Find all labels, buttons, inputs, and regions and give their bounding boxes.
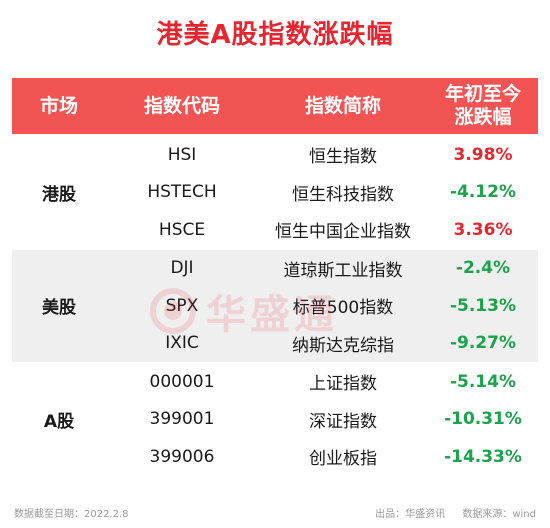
index-code: DJI	[170, 258, 194, 279]
market-label: 美股	[42, 298, 76, 319]
page-title: 港美A股指数涨跌幅	[156, 20, 394, 50]
header-change: 年初至今 涨跌幅	[428, 78, 538, 134]
header-change-line2: 涨跌幅	[454, 106, 512, 128]
header-market: 市场	[39, 94, 78, 117]
market-group-us: 美股 DJI 道琼斯工业指数 -2.4% SPX 标普500指数 -5.13% …	[12, 249, 538, 363]
data-date: 数据截至日期：2022.2.8	[14, 508, 129, 520]
market-label: A股	[43, 411, 75, 432]
table-row: HSI 恒生指数 3.98%	[106, 136, 538, 174]
data-source: 数据来源：wind	[462, 508, 536, 520]
index-name: 道琼斯工业指数	[283, 260, 403, 281]
index-name: 标普500指数	[292, 298, 394, 319]
index-change: -10.31%	[444, 409, 522, 430]
table-row: 399006 创业板指 -14.33%	[106, 438, 538, 476]
index-name: 恒生中国企业指数	[275, 222, 411, 243]
index-change: -9.27%	[449, 333, 517, 354]
header-change-line1: 年初至今	[444, 83, 521, 105]
table-row: 000001 上证指数 -5.14%	[106, 363, 538, 401]
index-change: 3.36%	[453, 219, 513, 240]
index-name: 纳斯达克综指	[292, 335, 394, 356]
index-change: -5.14%	[449, 371, 517, 392]
market-group-hk: 港股 HSI 恒生指数 3.98% HSTECH 恒生科技指数 -4.12% H…	[12, 136, 538, 249]
index-name: 恒生科技指数	[292, 184, 394, 205]
index-name: 上证指数	[309, 374, 377, 395]
index-code: SPX	[165, 295, 199, 316]
index-change: -2.4%	[455, 258, 511, 279]
index-code: HSCE	[158, 219, 206, 240]
header-code: 指数代码	[143, 94, 220, 117]
publisher: 出品：华盛资讯	[375, 508, 446, 520]
header-name: 指数简称	[304, 94, 381, 117]
index-code: IXIC	[165, 333, 199, 354]
market-label: 港股	[42, 184, 76, 205]
table-row: SPX 标普500指数 -5.13%	[106, 287, 538, 325]
table-row: HSCE 恒生中国企业指数 3.36%	[106, 211, 538, 249]
index-table: 市场 指数代码 指数简称 年初至今 涨跌幅 港股 HSI 恒生指数 3.98% …	[12, 78, 538, 476]
index-code: 000001	[149, 371, 215, 392]
table-row: IXIC 纳斯达克综指 -9.27%	[106, 325, 538, 363]
table-row: 399001 深证指数 -10.31%	[106, 401, 538, 439]
index-name: 深证指数	[309, 411, 377, 432]
index-name: 创业板指	[309, 449, 377, 470]
index-code: HSTECH	[147, 182, 217, 203]
table-row: HSTECH 恒生科技指数 -4.12%	[106, 174, 538, 212]
index-code: 399001	[149, 409, 215, 430]
index-change: -5.13%	[449, 295, 517, 316]
table-row: DJI 道琼斯工业指数 -2.4%	[106, 250, 538, 288]
index-change: 3.98%	[453, 144, 513, 165]
index-change: -14.33%	[444, 446, 522, 467]
market-group-a: A股 000001 上证指数 -5.14% 399001 深证指数 -10.31…	[12, 363, 538, 476]
index-name: 恒生指数	[309, 147, 377, 168]
index-code: 399006	[149, 446, 215, 467]
footer: 数据截至日期：2022.2.8 出品：华盛资讯 数据来源：wind	[0, 496, 550, 528]
index-change: -4.12%	[449, 182, 517, 203]
index-code: HSI	[167, 144, 197, 165]
table-header: 市场 指数代码 指数简称 年初至今 涨跌幅	[12, 78, 538, 134]
